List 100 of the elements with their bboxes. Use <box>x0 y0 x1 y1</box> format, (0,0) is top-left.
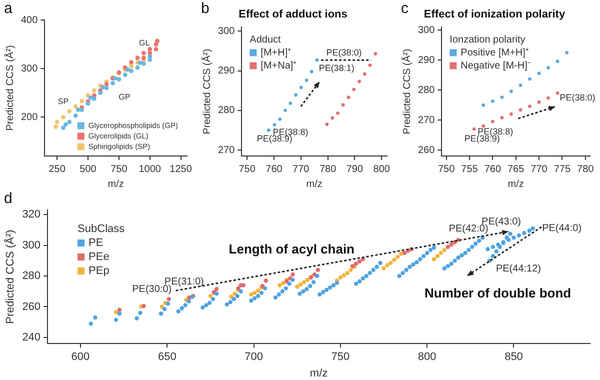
annotation: PE(30:0) <box>132 284 172 295</box>
y-tick-label: 260 <box>418 144 436 156</box>
point <box>54 124 58 130</box>
point <box>110 80 115 86</box>
x-axis-title: m/z <box>508 178 524 190</box>
point <box>357 259 362 264</box>
point <box>278 283 282 288</box>
legend-title: SubClass <box>78 223 126 236</box>
x-tick-label: 760 <box>266 164 283 175</box>
x-tick-label: 790 <box>346 164 364 175</box>
point <box>556 60 560 64</box>
point <box>358 80 361 84</box>
text: a <box>4 0 12 17</box>
text: c <box>401 0 408 17</box>
x-tick-label: 650 <box>158 351 176 364</box>
point <box>113 76 118 80</box>
legend-label: [M+Na]⁺ <box>260 60 298 72</box>
y-axis-title: Predicted CCS (Å²) <box>400 48 413 134</box>
point <box>138 60 142 65</box>
legend-label: PEe <box>88 251 110 264</box>
point <box>92 88 96 93</box>
x-tick-label: 755 <box>461 164 478 175</box>
point <box>125 67 130 72</box>
y-tick-label: 270 <box>418 114 436 126</box>
point <box>135 65 140 70</box>
point <box>298 282 303 287</box>
annotation: PE(38:1) <box>318 63 354 74</box>
point <box>354 262 358 266</box>
point <box>272 122 276 126</box>
point <box>546 66 550 70</box>
point <box>88 96 93 100</box>
y-tick-label: 240 <box>22 331 41 344</box>
point <box>208 294 213 298</box>
annotation: GP <box>118 92 130 102</box>
point <box>129 60 134 64</box>
x-axis-title: m/z <box>108 178 124 190</box>
point <box>142 304 146 308</box>
legend-label: [M+H]⁺ <box>260 47 292 58</box>
point <box>67 120 72 124</box>
point <box>316 268 320 272</box>
y-tick-label: 260 <box>22 300 41 313</box>
point <box>432 257 436 262</box>
annotation: Number of double bond <box>424 286 572 301</box>
point <box>518 108 522 112</box>
x-tick-label: 750 <box>331 351 350 364</box>
point <box>73 104 78 109</box>
point <box>537 72 541 76</box>
point <box>342 273 346 278</box>
point <box>141 62 146 66</box>
point <box>281 280 286 286</box>
x-tick-label: 770 <box>530 164 548 175</box>
point <box>310 70 314 74</box>
x-tick-label: 750 <box>438 164 456 175</box>
point <box>528 104 532 108</box>
x-tick-label: 700 <box>244 351 263 364</box>
y-tick-label: 280 <box>22 270 41 282</box>
point <box>435 254 440 258</box>
point <box>104 82 109 86</box>
point <box>338 275 343 280</box>
point <box>325 122 329 126</box>
y-tick-label: 290 <box>218 66 236 77</box>
point <box>565 50 569 54</box>
point <box>500 116 504 120</box>
x-tick-label: 600 <box>71 351 90 364</box>
y-tick-label: 300 <box>22 239 41 252</box>
x-tick-label: 780 <box>319 164 337 175</box>
x-tick-label: 765 <box>508 164 525 175</box>
point <box>482 124 486 128</box>
point <box>374 52 378 56</box>
point <box>166 296 171 302</box>
annotation: GL <box>138 38 150 48</box>
point <box>61 126 66 130</box>
point <box>537 100 541 104</box>
point <box>148 46 152 52</box>
y-tick-label: 300 <box>418 24 436 36</box>
annotation: PE(38:0) <box>326 48 362 58</box>
point <box>290 272 295 277</box>
x-tick-label: 775 <box>554 164 571 175</box>
point <box>362 72 366 76</box>
y-tick-label: 280 <box>418 84 436 96</box>
point <box>346 96 350 100</box>
point <box>160 304 164 309</box>
point <box>348 268 353 272</box>
x-tick-label: 780 <box>577 164 594 175</box>
point <box>299 86 303 90</box>
point <box>449 242 454 247</box>
y-axis-title: Predicted CCS (Å²) <box>4 45 16 131</box>
point <box>315 58 319 62</box>
y-tick-label: 320 <box>22 208 41 221</box>
y-tick-label: 200 <box>20 112 38 123</box>
point <box>556 91 560 95</box>
point <box>336 112 340 115</box>
point <box>284 108 287 112</box>
point <box>214 286 219 292</box>
y-axis-title: Predicted CCS (Å²) <box>200 48 213 134</box>
legend-title: Adduct <box>250 34 282 46</box>
point <box>294 93 298 97</box>
point <box>67 109 72 114</box>
y-tick-label: 290 <box>418 54 436 66</box>
point <box>490 99 494 103</box>
